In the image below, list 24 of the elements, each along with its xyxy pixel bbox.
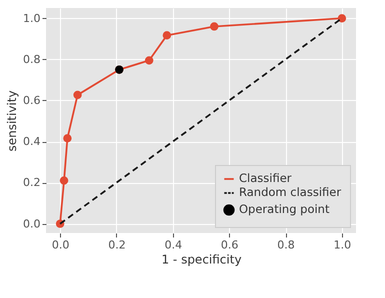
legend-label: Random classifier — [239, 185, 342, 199]
legend-label: Classifier — [239, 171, 292, 185]
y-tick-label: 1.0 — [23, 12, 40, 25]
x-tick-label: 0.0 — [52, 238, 70, 252]
point — [162, 31, 172, 40]
x-axis-title: 1 - specificity — [161, 252, 242, 266]
x-tick-label: 0.6 — [220, 238, 238, 252]
x-tick-label: 0.4 — [164, 238, 182, 252]
point — [60, 176, 68, 185]
point — [210, 22, 218, 31]
y-tick-label: 0.0 — [23, 217, 40, 230]
y-tick-label: 0.4 — [23, 135, 40, 148]
point — [338, 14, 346, 22]
point — [73, 90, 82, 100]
x-tick-label: 0.8 — [277, 238, 295, 252]
y-tick-label: 0.2 — [23, 176, 40, 190]
x-tick-label: 1.0 — [334, 238, 352, 252]
point — [63, 134, 72, 142]
y-tick-label: 0.8 — [23, 52, 40, 66]
point — [144, 56, 154, 65]
legend-label: Operating point — [239, 202, 330, 216]
x-tick-label: 0.2 — [108, 238, 126, 252]
y-axis-title: sensitivity — [5, 90, 20, 152]
y-tick-label: 0.6 — [23, 94, 40, 107]
